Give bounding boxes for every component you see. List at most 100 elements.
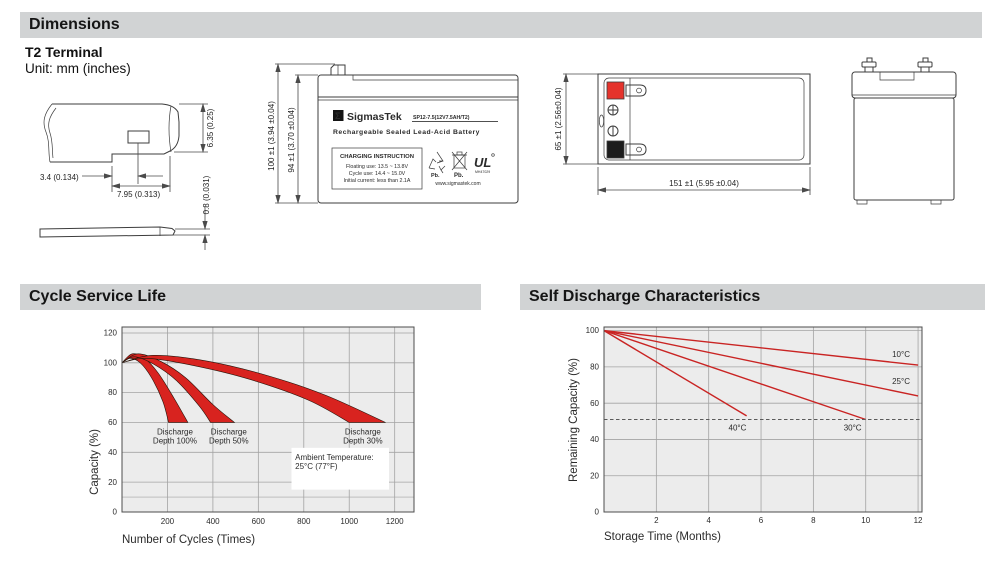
section-title: Dimensions [29,16,120,33]
y-tick-label: 20 [108,478,117,487]
terminal-width-dimension: 3.4 (0.134) 7.95 (0.313) [40,143,171,199]
x-tick-label: 6 [759,516,764,525]
terminal-type-label: T2 Terminal [25,44,103,60]
website-text: www.sigmastek.com [435,181,480,187]
x-tick-label: 400 [206,517,220,526]
battery-front-view-drawing: 100 ±1 (3.94 ±0.04) 94 ±1 (3.70 ±0.04) Σ… [267,63,519,204]
battery-label: Σ SigmasTek SP12-7.5(12V7.5AH/T2) Rechar… [331,110,498,190]
positive-terminal [606,81,647,100]
positive-terminal-symbol [607,104,619,116]
ul-letters: UL [474,155,491,170]
model-number: SP12-7.5(12V7.5AH/T2) [413,115,470,121]
series-label: 10°C [892,350,910,359]
front-case-outline [317,64,519,204]
y-tick-label: 100 [586,326,600,335]
side-case-outline [851,71,957,205]
x-tick-label: 800 [297,517,311,526]
x-tick-label: 2 [654,516,659,525]
y-tick-label: 60 [590,399,599,408]
dim-case-height-label: 94 ±1 (3.70 ±0.04) [287,107,296,173]
x-tick-label: 200 [161,517,175,526]
dim-depth-label: 65 ±1 (2.56±0.04) [554,87,563,150]
chart-content: 10°C 25°C 30°C 40°C 2 4 6 8 10 12 0 20 40 60 80 100 Stor… [568,326,923,543]
series-line [603,329,866,421]
y-tick-label: 80 [590,363,599,372]
y-tick-label: 120 [104,329,118,338]
charging-instruction-title: CHARGING INSTRUCTION [340,154,414,160]
section-title: Cycle Service Life [29,288,166,305]
y-tick-label: 0 [595,508,600,517]
charging-line-1: Floating use: 13.5 ~ 13.8V [346,164,408,170]
terminal-height-dimension: 6.35 (0.25) [174,103,215,153]
y-axis-label: Remaining Capacity (%) [568,358,580,482]
x-tick-label: 12 [914,516,923,525]
sigma-glyph: Σ [335,111,341,121]
annotation-text: 25°C (77°F) [295,462,338,471]
ul-mark-icon: UL MH47029 [474,153,495,174]
battery-top-view-drawing: 65 ±1 (2.56±0.04) 151 ±1 (5.95 ±0.04) [554,73,811,195]
top-length-dimension: 151 ±1 (5.95 ±0.04) [597,167,811,195]
y-axis-label: Capacity (%) [89,429,101,495]
negative-terminal [606,140,647,159]
dim-width-label: 7.95 (0.313) [117,190,160,199]
section-header-self-discharge: Self Discharge Characteristics [520,284,985,310]
x-tick-label: 8 [811,516,816,525]
y-tick-label: 60 [108,418,117,427]
annotation-text: Depth 50% [209,436,249,445]
x-tick-label: 1200 [386,517,404,526]
dim-offset-label: 3.4 (0.134) [40,173,79,182]
recycle-pb-icon: Pb. [428,151,446,179]
x-tick-label: 1000 [340,517,358,526]
x-tick-label: 4 [706,516,711,525]
plot-border [121,326,415,513]
dim-total-height-label: 100 ±1 (3.94 ±0.04) [267,101,276,171]
y-tick-label: 20 [590,471,599,480]
x-axis-label: Storage Time (Months) [604,531,721,543]
x-axis-label: Number of Cycles (Times) [122,534,255,546]
annotation-box [291,447,390,490]
x-tick-label: 600 [252,517,266,526]
section-title: Self Discharge Characteristics [529,288,761,305]
section-header-cycle-life: Cycle Service Life [20,284,481,310]
brand-name: SigmasTek [347,111,402,123]
dim-length-label: 151 ±1 (5.95 ±0.04) [669,179,739,188]
dim-thickness-label: 0.8 (0.031) [202,175,211,214]
pb-recycle-label: Pb. [431,173,440,179]
discharge-depth-band [121,355,386,423]
annotation-text: Ambient Temperature: [295,453,374,462]
series-label: 25°C [892,377,910,386]
side-terminals [861,57,933,72]
self-discharge-chart: 10°C 25°C 30°C 40°C 2 4 6 8 10 12 0 20 40 60 80 100 Stor… [568,326,923,543]
crossed-bin-pb-icon: Pb. [451,151,468,179]
annotation-text: Discharge [211,427,248,436]
annotation-text: Discharge [345,427,382,436]
x-tick-label: 10 [861,516,870,525]
negative-terminal-pad [606,140,625,159]
y-tick-label: 100 [104,358,118,367]
unit-note: Unit: mm (inches) [25,61,131,76]
series-line [603,330,748,417]
sigma-logo-box [333,110,344,121]
section-header-dimensions: Dimensions [20,12,982,38]
battery-type-line: Rechargeable Sealed Lead-Acid Battery [333,129,480,136]
positive-terminal-pad [606,81,625,100]
series-label: 30°C [844,423,862,432]
series-label: 40°C [729,423,747,432]
terminal-detail-drawing: 3.4 (0.134) 7.95 (0.313) 6.35 (0.25) 0.8… [39,103,215,250]
charging-line-3: Initial current: less than 2.1A [344,178,411,184]
y-tick-label: 0 [113,508,118,517]
top-depth-dimension: 65 ±1 (2.56±0.04) [554,73,598,165]
ul-file-number: MH47029 [475,170,490,174]
y-tick-label: 40 [108,448,117,457]
front-height-dimensions: 100 ±1 (3.94 ±0.04) 94 ±1 (3.70 ±0.04) [267,63,335,204]
terminal-plate-side-view [39,226,176,238]
annotation-text: Depth 100% [153,436,197,445]
annotation-text: Discharge [157,427,194,436]
y-tick-label: 40 [590,435,599,444]
series-line [603,329,919,366]
dim-height-label: 6.35 (0.25) [206,108,215,147]
series-line [603,329,919,397]
